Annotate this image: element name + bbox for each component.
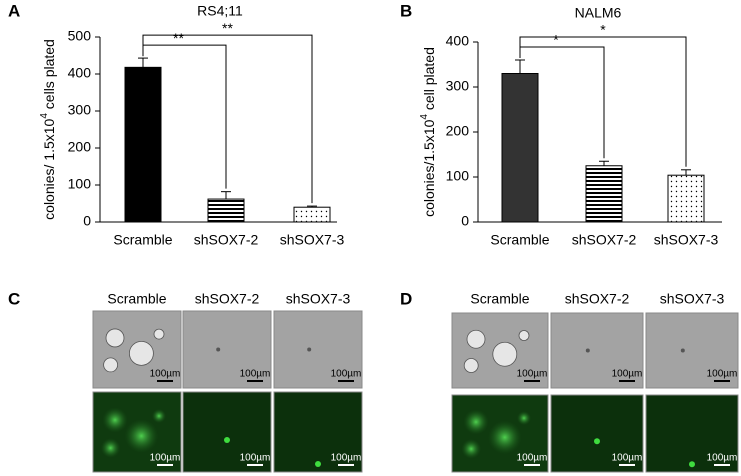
column-label: shSOX7-2 (195, 291, 260, 307)
brightfield-image (550, 312, 644, 389)
colony-fluorescence (315, 461, 321, 467)
colony (466, 329, 486, 349)
y-tick-label: 200 (446, 123, 470, 139)
colony-fluorescence (224, 437, 230, 443)
x-tick-label: Scramble (113, 232, 172, 248)
panel-letter: C (8, 289, 20, 308)
y-tick-label: 100 (446, 168, 470, 184)
debris (585, 348, 590, 353)
scale-label: 100µm (707, 453, 738, 464)
fluorescence-image (182, 391, 272, 473)
y-axis-label-part: cell plated (421, 47, 437, 114)
debris (216, 347, 221, 352)
scale-label: 100µm (150, 369, 181, 380)
scale-label: 100µm (612, 369, 643, 380)
colony-fluorescence (152, 409, 166, 423)
scale-label: 100µm (240, 369, 271, 380)
scale-label: 100µm (150, 453, 181, 464)
debris (307, 347, 312, 352)
column-label: Scramble (107, 291, 166, 307)
significance-label: * (553, 32, 559, 48)
bar (667, 174, 705, 223)
colony-fluorescence (463, 409, 489, 435)
y-axis-label-part: colonies/1.5x10 (421, 119, 437, 217)
bar (124, 66, 162, 223)
colony (518, 330, 530, 341)
y-axis-label-part: cells plated (41, 39, 57, 113)
colony-fluorescence (594, 438, 600, 445)
significance-bracket (519, 36, 687, 167)
scale-label: 100µm (240, 453, 271, 464)
colony-fluorescence (461, 439, 482, 459)
y-axis-label: colonies/1.5x104 cell plated (419, 47, 437, 217)
colony (105, 328, 125, 348)
y-tick-label: 0 (461, 213, 469, 229)
y-tick-label: 500 (68, 28, 92, 44)
bar (501, 73, 539, 223)
brightfield-image (645, 312, 739, 389)
debris (680, 348, 685, 353)
significance-label: ** (173, 30, 184, 46)
panel-letter: B (400, 1, 412, 20)
colony-fluorescence (517, 411, 531, 426)
x-tick-label: shSOX7-2 (194, 232, 259, 248)
y-tick-label: 400 (68, 65, 92, 81)
colony-fluorescence (689, 461, 695, 468)
panel-letter: D (400, 289, 412, 308)
scale-label: 100µm (331, 369, 362, 380)
colony (103, 357, 118, 373)
significance-label: ** (222, 20, 233, 36)
column-label: shSOX7-2 (565, 291, 630, 307)
y-tick-label: 0 (83, 213, 91, 229)
scale-label: 100µm (517, 369, 548, 380)
x-tick-label: shSOX7-2 (572, 232, 637, 248)
x-tick-label: Scramble (490, 232, 549, 248)
y-axis-label-part: 4 (39, 113, 50, 119)
chart-title: RS4;11 (197, 3, 243, 19)
y-axis-label-part: colonies/ 1.5x10 (41, 118, 57, 219)
y-tick-label: 400 (446, 33, 470, 49)
x-tick-label: shSOX7-3 (654, 232, 719, 248)
colony (153, 328, 165, 340)
colony (463, 358, 479, 373)
colony (492, 341, 518, 367)
column-label: shSOX7-3 (660, 291, 725, 307)
colony (128, 340, 154, 366)
panel-letter: A (8, 1, 20, 20)
bar (293, 206, 331, 223)
scale-label: 100µm (707, 369, 738, 380)
y-axis-label-part: 4 (419, 114, 430, 120)
chart-title: NALM6 (575, 5, 622, 21)
column-label: shSOX7-3 (286, 291, 351, 307)
x-tick-label: shSOX7-3 (280, 232, 345, 248)
scale-label: 100µm (331, 453, 362, 464)
colony-fluorescence (102, 407, 128, 433)
scale-label: 100µm (517, 453, 548, 464)
y-axis-label: colonies/ 1.5x104 cells plated (39, 39, 57, 220)
colony-fluorescence (124, 419, 159, 453)
column-label: Scramble (470, 291, 529, 307)
y-tick-label: 200 (68, 139, 92, 155)
fluorescence-image (550, 394, 644, 473)
y-tick-label: 100 (68, 176, 92, 192)
colony-fluorescence (488, 420, 522, 455)
brightfield-image (273, 310, 363, 389)
significance-label: * (600, 22, 606, 38)
brightfield-image (182, 310, 272, 389)
y-tick-label: 300 (68, 102, 92, 118)
bar (585, 165, 623, 223)
colony-fluorescence (100, 438, 121, 458)
bar (207, 198, 245, 223)
scale-label: 100µm (612, 453, 643, 464)
y-tick-label: 300 (446, 78, 470, 94)
fluorescence-image (645, 394, 739, 473)
fluorescence-image (273, 391, 363, 473)
significance-bracket (142, 34, 313, 204)
